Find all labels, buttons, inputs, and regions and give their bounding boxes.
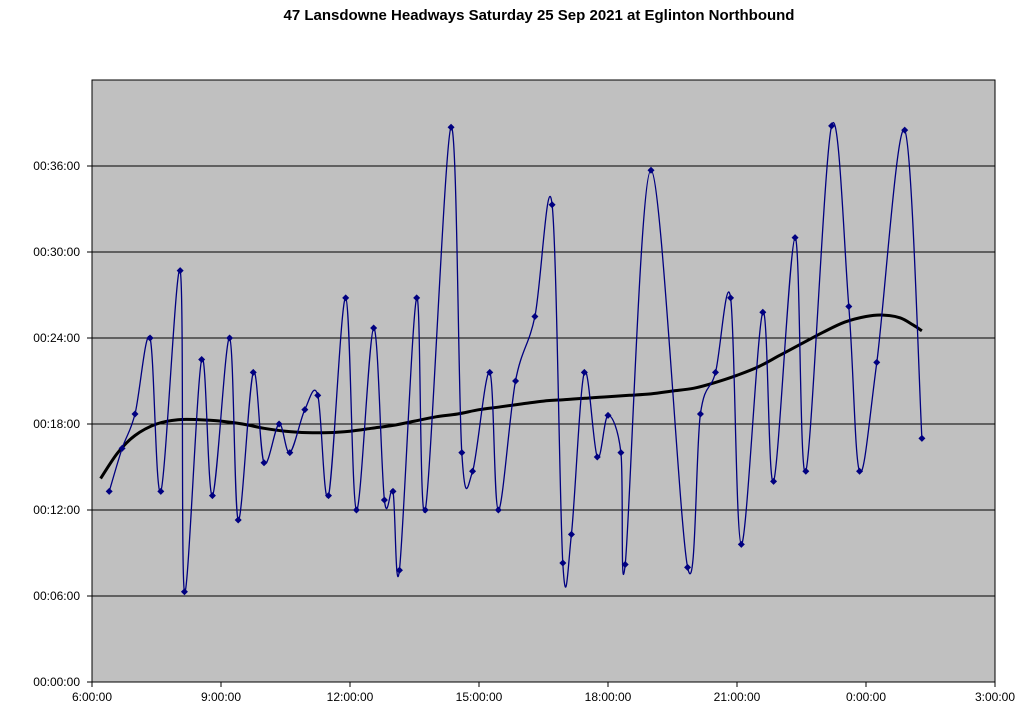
headway-point (580, 368, 588, 376)
headway-point (559, 559, 567, 567)
headway-point (621, 560, 629, 568)
headway-point (567, 530, 575, 538)
headway-point (712, 368, 719, 376)
headway-series-group (105, 122, 926, 596)
headway-point (727, 294, 735, 302)
headway-point (469, 467, 477, 475)
headway-point (157, 487, 165, 495)
headway-point (314, 391, 322, 399)
headway-point (180, 588, 188, 596)
gridlines (92, 165, 995, 597)
y-tick-label: 00:30:00 (33, 245, 80, 259)
headway-point (617, 449, 625, 457)
x-tick-label: 9:00:00 (201, 690, 241, 704)
x-tick-label: 18:00:00 (585, 690, 632, 704)
headway-point (604, 411, 612, 419)
headway-point (413, 294, 421, 302)
headway-point (447, 123, 455, 131)
headway-point (131, 410, 139, 418)
headway-point (275, 420, 283, 428)
headway-point (421, 506, 429, 514)
headway-point (737, 540, 745, 548)
x-tick-label: 12:00:00 (327, 690, 374, 704)
headway-point (176, 267, 184, 275)
headway-point (105, 487, 113, 495)
headway-point (759, 308, 767, 316)
headway-point (342, 294, 350, 302)
headway-point (370, 324, 378, 332)
x-tick-label: 15:00:00 (456, 690, 503, 704)
headway-point (249, 368, 257, 376)
headway-point (918, 434, 926, 442)
headway-point (901, 126, 909, 134)
x-tick-label: 6:00:00 (72, 690, 112, 704)
headway-point (845, 302, 853, 310)
headway-point (548, 201, 556, 209)
headway-point (118, 444, 126, 452)
headway-point (486, 368, 494, 376)
headway-point (873, 358, 881, 366)
headway-point (226, 334, 234, 342)
headway-point (828, 122, 836, 130)
headway-point (389, 487, 397, 495)
headway-point (647, 166, 655, 174)
headway-point (791, 234, 799, 242)
y-tick-label: 00:00:00 (33, 675, 80, 689)
x-tick-label: 0:00:00 (846, 690, 886, 704)
headway-point (208, 492, 216, 500)
headway-point (286, 449, 294, 457)
headway-point (770, 477, 778, 485)
headway-point (684, 563, 692, 571)
y-tick-label: 00:18:00 (33, 417, 80, 431)
headway-point (458, 449, 466, 457)
headway-point (531, 313, 539, 320)
headway-point (696, 410, 704, 418)
headway-point (352, 506, 360, 514)
headway-point (301, 406, 309, 414)
trend-line (99, 313, 923, 480)
y-tick-label: 00:36:00 (33, 159, 80, 173)
headway-point (234, 516, 242, 524)
y-tick-label: 00:06:00 (33, 589, 80, 603)
headway-point (380, 496, 388, 504)
x-tick-label: 21:00:00 (714, 690, 761, 704)
headway-point (260, 459, 268, 467)
headway-point (395, 566, 403, 574)
headway-point (146, 334, 154, 342)
y-tick-label: 00:12:00 (33, 503, 80, 517)
y-tick-label: 00:24:00 (33, 331, 80, 345)
headway-point (593, 453, 601, 461)
chart-title: 47 Lansdowne Headways Saturday 25 Sep 20… (283, 7, 795, 24)
x-tick-label: 3:00:00 (975, 690, 1015, 704)
headway-point (494, 506, 502, 514)
headway-point (802, 467, 810, 475)
headway-point (325, 492, 332, 500)
headway-point (512, 377, 520, 385)
trend-line-group (99, 313, 923, 480)
headway-point (198, 356, 206, 363)
axes: 00:00:00 00:06:00 00:12:00 00:18:00 00:24:00… (33, 159, 1015, 704)
headway-point (856, 467, 864, 475)
plot-area (91, 79, 996, 683)
